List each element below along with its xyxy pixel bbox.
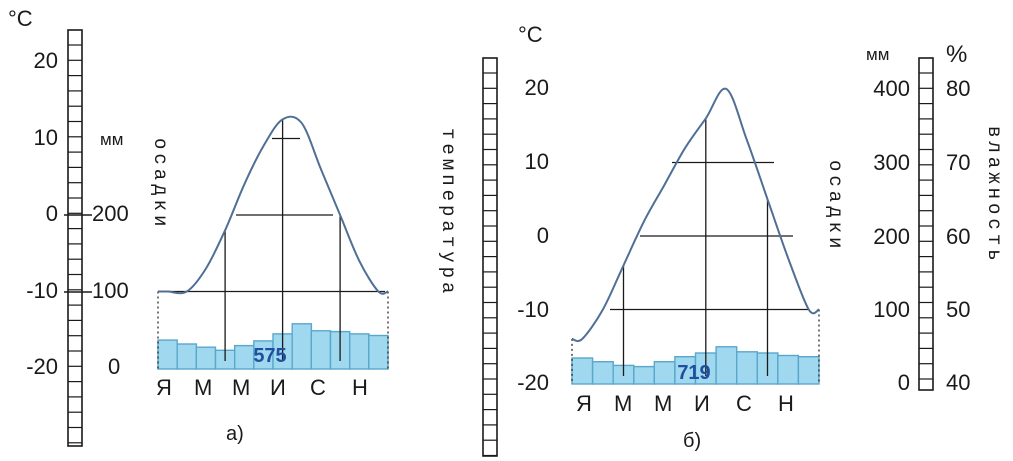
chart-b-precip-tick: 400: [873, 76, 910, 101]
chart-b-temp-tick: -10: [517, 297, 549, 322]
chart-a-plot: [64, 115, 389, 370]
chart-b-temp-tick: 0: [537, 223, 549, 248]
chart-a-temp-tick: -20: [26, 354, 58, 379]
chart-a-temperature-scale: [67, 29, 83, 447]
chart-b-humidity-tick: 70: [946, 150, 970, 175]
chart-a-month-label: И: [270, 375, 286, 400]
chart-b: °C температура 20 10 0 -10 -20 Я М М И С…: [437, 22, 1005, 457]
chart-a-precip-axis-label: осадки: [149, 138, 171, 230]
chart-a-caption: а): [226, 423, 244, 445]
chart-b-month-label: С: [736, 391, 752, 416]
chart-b-precip-unit: мм: [866, 45, 889, 64]
chart-a-month-label: Н: [352, 375, 368, 400]
chart-b-temp-tick: 20: [525, 75, 549, 100]
chart-b-temp-tick: 10: [525, 149, 549, 174]
precip-bar: [633, 365, 656, 385]
chart-b-temp-axis-label: температура: [437, 128, 459, 297]
chart-a-temp-tick: 10: [34, 125, 58, 150]
chart-a-month-label: С: [310, 375, 326, 400]
chart-a-month-label: Я: [156, 375, 172, 400]
precip-bar: [176, 343, 198, 370]
precip-bar: [157, 339, 178, 370]
chart-b-caption: б): [683, 430, 701, 452]
chart-b-precip-humidity-scale: [918, 57, 934, 391]
chart-b-humidity-tick: 40: [946, 370, 970, 395]
chart-a-precip-unit: мм: [100, 130, 123, 149]
precip-bar: [349, 333, 370, 370]
precip-bar: [233, 344, 255, 370]
chart-b-month-label: И: [694, 391, 710, 416]
chart-b-precip-axis-label: осадки: [824, 160, 846, 252]
chart-b-month-label: М: [654, 391, 672, 416]
ruler-a-frame: [67, 29, 83, 447]
chart-b-humidity-tick: 60: [946, 224, 970, 249]
chart-a-temp-unit: °C: [8, 6, 33, 31]
chart-b-temperature-scale: [482, 57, 498, 457]
chart-b-humidity-tick: 50: [946, 297, 970, 322]
temperature-line: [571, 87, 820, 343]
chart-b-precip-tick: 200: [873, 224, 910, 249]
chart-a-month-label: М: [232, 375, 250, 400]
chart-b-month-label: Н: [778, 391, 794, 416]
precip-bar: [736, 351, 759, 385]
precip-bar: [715, 346, 738, 385]
chart-a: °C 20 10 0 -10 -20 мм 200 100 0 осадки Я…: [8, 6, 389, 447]
chart-b-temp-tick: -20: [517, 370, 549, 395]
chart-a-annual-total: 575: [253, 345, 286, 367]
chart-a-month-label: М: [194, 375, 212, 400]
chart-a-temp-tick: 20: [34, 48, 58, 73]
chart-a-precip-tick: 100: [92, 278, 129, 303]
chart-b-humidity-unit: %: [946, 41, 967, 68]
precip-bar: [777, 354, 800, 385]
precip-bar: [653, 361, 676, 385]
chart-b-precip-tick: 100: [873, 297, 910, 322]
chart-b-plot: [571, 87, 820, 385]
temperature-line: [158, 115, 389, 295]
chart-b-month-label: Я: [576, 391, 592, 416]
chart-b-humidity-axis-label: влажность: [983, 126, 1005, 265]
precip-bar: [368, 334, 389, 370]
precip-bar: [591, 361, 614, 385]
chart-b-temp-unit: °C: [518, 22, 543, 47]
ruler-b2-frame: [918, 57, 934, 391]
chart-a-precip-tick: 200: [92, 201, 129, 226]
chart-b-month-label: М: [614, 391, 632, 416]
chart-b-humidity-tick: 80: [946, 76, 970, 101]
chart-a-temp-tick: -10: [26, 278, 58, 303]
precip-bar: [797, 356, 820, 385]
chart-b-annual-total: 719: [677, 362, 710, 384]
precip-bar: [571, 357, 594, 385]
chart-a-precip-tick: 0: [108, 354, 120, 379]
precip-bar: [310, 330, 332, 370]
chart-b-precip-tick: 300: [873, 150, 910, 175]
chart-a-temp-tick: 0: [46, 201, 58, 226]
chart-b-precip-tick: 0: [898, 370, 910, 395]
precip-bar: [291, 323, 313, 370]
precip-bar: [195, 346, 217, 370]
